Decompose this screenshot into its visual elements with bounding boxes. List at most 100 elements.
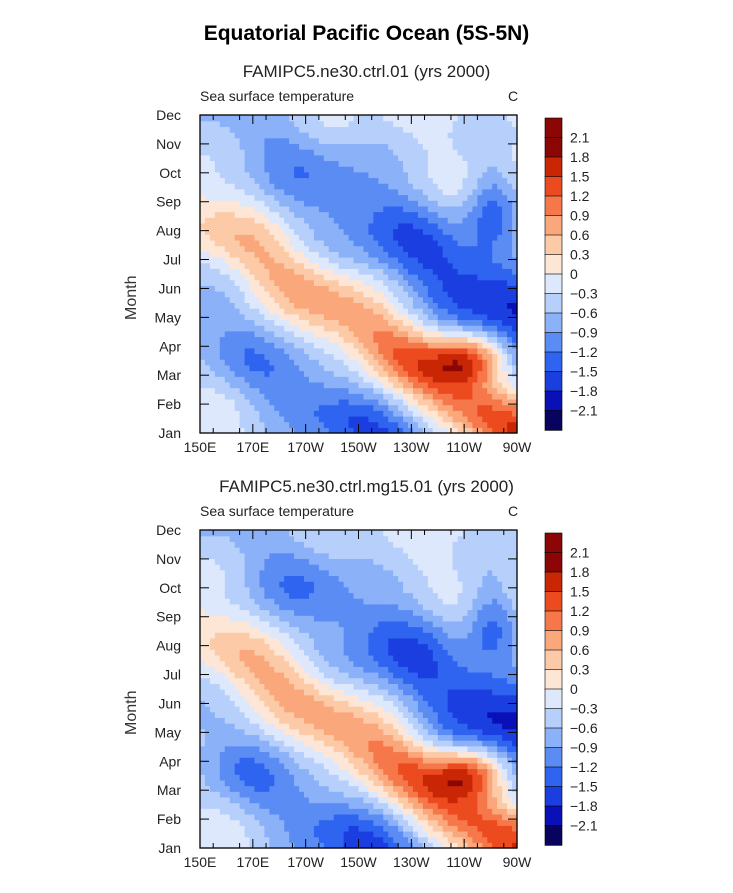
field-cell	[354, 820, 360, 826]
field-cell	[289, 183, 295, 189]
field-cell	[264, 734, 270, 740]
field-cell	[383, 138, 389, 144]
x-tick-label: 150W	[340, 439, 377, 455]
field-cell	[284, 365, 290, 371]
field-cell	[329, 808, 335, 814]
field-cell	[398, 280, 404, 286]
field-cell	[458, 331, 464, 337]
field-cell	[215, 223, 221, 229]
field-cell	[403, 166, 409, 172]
field-cell	[304, 200, 310, 206]
field-cell	[359, 149, 365, 155]
field-cell	[383, 246, 389, 252]
field-cell	[284, 410, 290, 416]
field-cell	[428, 132, 434, 138]
field-cell	[487, 308, 493, 314]
field-cell	[477, 268, 483, 274]
field-cell	[334, 786, 340, 792]
field-cell	[433, 314, 439, 320]
field-cell	[225, 268, 231, 274]
field-cell	[289, 354, 295, 360]
field-cell	[210, 160, 216, 166]
field-cell	[304, 297, 310, 303]
field-cell	[453, 212, 459, 218]
field-cell	[487, 297, 493, 303]
field-cell	[344, 399, 350, 405]
field-cell	[349, 734, 355, 740]
field-cell	[324, 371, 330, 377]
field-cell	[299, 769, 305, 775]
field-cell	[205, 820, 211, 826]
field-cell	[497, 115, 503, 121]
field-cell	[254, 166, 260, 172]
field-cell	[463, 791, 469, 797]
field-cell	[363, 319, 369, 325]
field-cell	[413, 297, 419, 303]
field-cell	[334, 757, 340, 763]
field-cell	[220, 376, 226, 382]
field-cell	[274, 177, 280, 183]
field-cell	[319, 257, 325, 263]
field-cell	[309, 382, 315, 388]
field-cell	[314, 348, 320, 354]
field-cell	[463, 405, 469, 411]
field-cell	[418, 319, 424, 325]
field-cell	[299, 410, 305, 416]
field-cell	[349, 410, 355, 416]
field-cell	[398, 820, 404, 826]
field-cell	[378, 229, 384, 235]
field-cell	[269, 285, 275, 291]
field-cell	[378, 121, 384, 127]
field-cell	[245, 138, 251, 144]
field-cell	[250, 797, 256, 803]
field-cell	[467, 217, 473, 223]
field-cell	[240, 757, 246, 763]
field-cell	[304, 791, 310, 797]
contour-field	[200, 115, 518, 434]
field-cell	[467, 263, 473, 269]
field-cell	[378, 246, 384, 252]
field-cell	[398, 234, 404, 240]
field-cell	[289, 126, 295, 132]
field-cell	[359, 814, 365, 820]
field-cell	[344, 371, 350, 377]
field-cell	[259, 200, 265, 206]
field-cell	[205, 212, 211, 218]
field-cell	[304, 291, 310, 297]
field-cell	[438, 177, 444, 183]
field-cell	[472, 302, 478, 308]
field-cell	[230, 336, 236, 342]
field-cell	[344, 263, 350, 269]
field-cell	[344, 808, 350, 814]
field-cell	[453, 769, 459, 775]
field-cell	[215, 342, 221, 348]
field-cell	[279, 285, 285, 291]
field-cell	[438, 257, 444, 263]
field-cell	[329, 200, 335, 206]
field-cell	[314, 217, 320, 223]
field-cell	[378, 331, 384, 337]
field-cell	[443, 297, 449, 303]
field-cell	[339, 308, 345, 314]
field-cell	[354, 229, 360, 235]
field-cell	[502, 234, 508, 240]
field-cell	[398, 285, 404, 291]
field-cell	[368, 206, 374, 212]
field-cell	[220, 223, 226, 229]
field-cell	[383, 177, 389, 183]
field-cell	[398, 814, 404, 820]
field-cell	[294, 325, 300, 331]
field-cell	[210, 371, 216, 377]
field-cell	[319, 393, 325, 399]
field-cell	[413, 740, 419, 746]
field-cell	[492, 302, 498, 308]
field-cell	[324, 757, 330, 763]
field-cell	[289, 331, 295, 337]
field-cell	[294, 291, 300, 297]
field-cell	[492, 160, 498, 166]
field-cell	[289, 763, 295, 769]
field-cell	[299, 359, 305, 365]
field-cell	[428, 791, 434, 797]
field-cell	[304, 769, 310, 775]
field-cell	[259, 365, 265, 371]
